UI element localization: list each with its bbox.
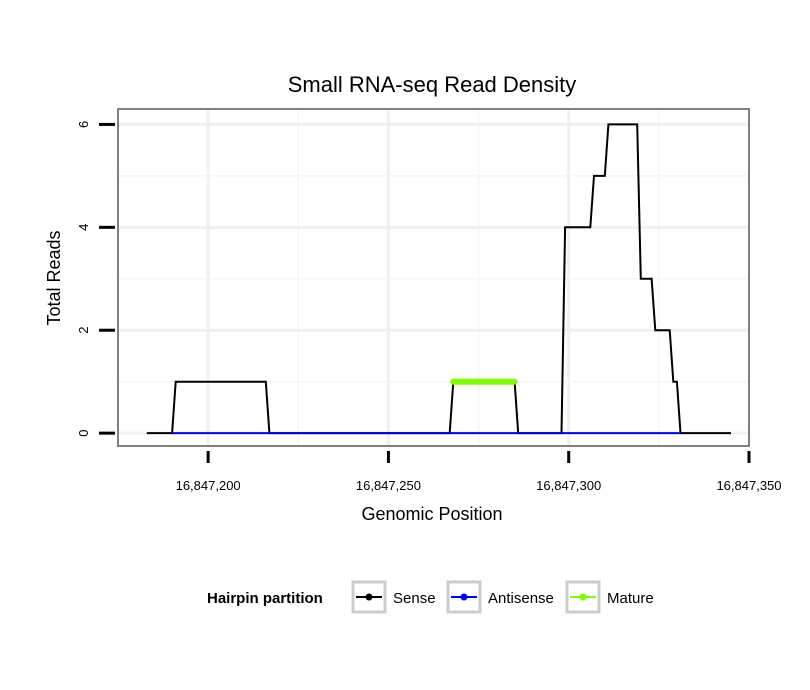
y-tick-label: 4 xyxy=(76,224,91,231)
legend-key-point xyxy=(365,593,373,601)
series-layer xyxy=(146,123,731,435)
x-axis-title: Genomic Position xyxy=(361,504,502,524)
y-tick-label: 6 xyxy=(76,121,91,128)
legend-item-sense: Sense xyxy=(351,580,436,614)
y-axis: 0 2 4 6 xyxy=(76,121,115,437)
x-tick-label: 16,847,300 xyxy=(536,478,601,493)
x-tick-label: 16,847,350 xyxy=(716,478,781,493)
legend-label-sense: Sense xyxy=(393,590,436,607)
legend-key-point xyxy=(460,593,468,601)
legend-label-antisense: Antisense xyxy=(488,590,554,607)
series-line-sense xyxy=(146,123,731,435)
x-axis: 16,847,200 16,847,250 16,847,300 16,847,350 xyxy=(176,451,782,493)
legend: Hairpin partition Sense Antisense Mature xyxy=(207,580,654,614)
x-tick-label: 16,847,250 xyxy=(356,478,421,493)
y-axis-title: Total Reads xyxy=(44,230,64,325)
legend-title: Hairpin partition xyxy=(207,590,323,607)
legend-key-point xyxy=(579,593,587,601)
legend-item-mature: Mature xyxy=(565,580,654,614)
y-tick-label: 0 xyxy=(76,429,91,436)
legend-label-mature: Mature xyxy=(607,590,654,607)
chart-title: Small RNA-seq Read Density xyxy=(288,72,577,97)
legend-item-antisense: Antisense xyxy=(446,580,554,614)
y-tick-label: 2 xyxy=(76,327,91,334)
x-tick-label: 16,847,200 xyxy=(176,478,241,493)
plot-panel-border xyxy=(117,108,750,447)
